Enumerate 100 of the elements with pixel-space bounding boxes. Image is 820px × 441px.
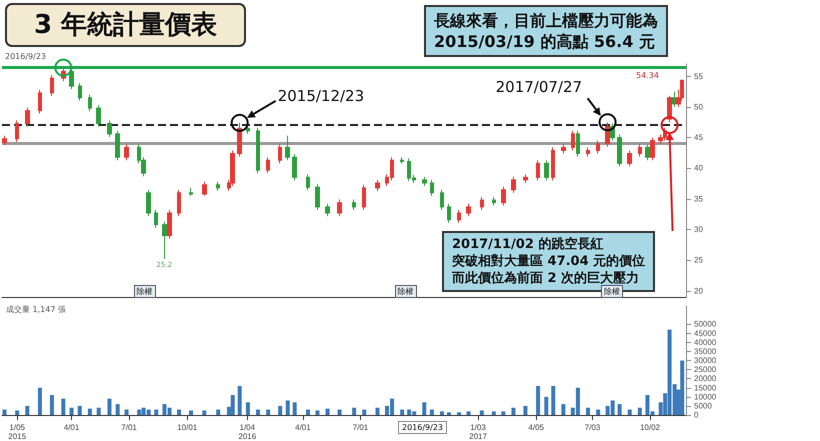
y-tick-label: 45000 (694, 328, 717, 338)
bar (511, 408, 516, 415)
bar (189, 410, 194, 415)
bar (292, 402, 297, 415)
candlestick (154, 209, 158, 228)
candlestick (596, 140, 600, 154)
candlestick (266, 156, 270, 174)
bar (501, 411, 506, 415)
y-tick-label: 45 (694, 133, 704, 142)
candlestick (315, 184, 320, 210)
candlestick (586, 146, 590, 158)
y-tick-label: 20000 (694, 374, 717, 384)
candlestick (2, 135, 7, 146)
text: 2016/9/23 (398, 421, 448, 434)
x-tick-label: 4/01 (295, 423, 312, 432)
annotation: 2015/12/23 (278, 86, 364, 105)
candlestick (511, 176, 516, 194)
candlestick (672, 91, 677, 108)
annotation: 除權 (600, 284, 623, 298)
candlestick (492, 196, 496, 206)
annotation: 突破相對大量區 47.04 元的價位 (452, 253, 646, 270)
bar (256, 410, 260, 415)
y-tick-label: 10000 (694, 392, 717, 402)
bar (238, 386, 242, 415)
candlestick (362, 184, 366, 210)
candlestick (69, 69, 74, 90)
x-tick-label: 1/03 2017 (469, 423, 488, 441)
x-tick-label: 10/02 (640, 423, 661, 432)
y-tick-label: 35000 (694, 346, 717, 356)
y-tick-label: 40000 (694, 338, 717, 347)
y-tick-label: 50000 (694, 320, 717, 329)
bar (440, 411, 444, 415)
bar (338, 410, 342, 415)
x-tick-label: 4/05 (528, 423, 545, 432)
candlestick (285, 135, 290, 161)
candlestick (352, 199, 356, 210)
x-tick-label: 1/04 2016 (238, 423, 257, 441)
bar (561, 404, 566, 415)
y-tick-label: 30 (694, 225, 704, 234)
bar (202, 410, 206, 415)
candlestick (480, 196, 484, 210)
candlestick (536, 160, 540, 181)
candlestick (256, 127, 260, 174)
bar (362, 410, 366, 415)
bar (278, 406, 282, 415)
bar (551, 386, 556, 415)
candlestick (544, 160, 549, 181)
bar (586, 408, 590, 415)
bar (536, 386, 540, 415)
candlestick (430, 179, 434, 196)
text: 2016/9/23 (5, 52, 46, 61)
x-tick-label: 7/01 (121, 423, 138, 432)
annotation: 2017/07/27 (496, 78, 582, 96)
x-tick-label: 7/01 (352, 423, 369, 432)
candlestick (337, 199, 342, 217)
bar (61, 398, 66, 415)
annotation: 2017/11/02 的跳空長紅 (452, 236, 604, 253)
bar (70, 408, 74, 415)
bar (116, 404, 120, 415)
candlestick (246, 124, 250, 134)
candlestick (645, 144, 650, 161)
candlestick (237, 122, 242, 158)
bar (315, 410, 320, 415)
text: 長線來看，目前上檔壓力可能為 (434, 10, 658, 31)
y-tick-label: 15000 (694, 383, 717, 392)
bar (137, 410, 142, 415)
bar (2, 410, 7, 415)
bar (430, 410, 434, 415)
annotation: 成交量 1,147 張 (6, 304, 66, 315)
candlestick (202, 181, 207, 196)
candlestick (146, 189, 151, 217)
candlestick (115, 130, 120, 161)
annotation: 54.34 (636, 71, 659, 80)
bar (352, 408, 356, 415)
candlestick (650, 137, 655, 161)
candlestick (400, 156, 404, 164)
y-tick-label: 50 (694, 102, 704, 112)
candlestick (638, 144, 642, 158)
x-tick-label: 4/01 (64, 423, 80, 432)
y-tick-label: 40 (694, 164, 704, 173)
candlestick (124, 144, 129, 161)
candlestick (375, 179, 380, 192)
bar (680, 360, 684, 415)
y-tick-label: 25 (694, 256, 704, 265)
candlestick (38, 89, 42, 114)
bar (628, 410, 632, 415)
candlestick (15, 120, 19, 142)
x-tick-label: 10/01 (177, 423, 198, 432)
bar (523, 406, 528, 415)
bar (78, 406, 82, 415)
candlestick (50, 74, 54, 96)
text: 2015/03/19 的高點 56.4 元 (434, 31, 656, 52)
candlestick (96, 104, 101, 128)
bar (326, 408, 330, 415)
candlestick (88, 94, 92, 112)
bar (306, 410, 310, 415)
bar (618, 404, 622, 415)
candlestick (306, 174, 310, 191)
candlestick (230, 150, 235, 187)
candlestick (177, 189, 181, 217)
